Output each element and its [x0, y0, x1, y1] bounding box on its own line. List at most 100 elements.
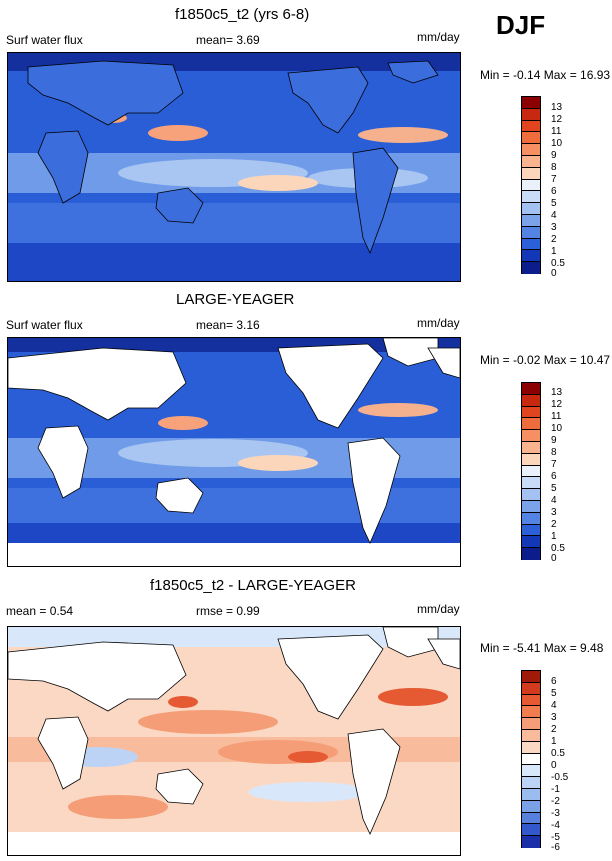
panel-1-color-swatch: [522, 262, 540, 274]
panel-2-color-swatch: [522, 512, 540, 525]
panel-2-colorbar-label: 6: [551, 471, 557, 482]
panel-1-colorbar: [521, 96, 541, 274]
panel-1-colorbar-label: 5: [551, 198, 557, 209]
panel-1-colorbar-label: 0.5: [551, 258, 565, 269]
panel-2-color-swatch: [522, 489, 540, 501]
panel-1-colorbar-label: 13: [551, 102, 563, 113]
panel-3-color-swatch: [522, 694, 540, 707]
panel-1-colorbar-label: 12: [551, 114, 563, 125]
panel-1-variable-label: Surf water flux: [6, 33, 83, 47]
panel-3-color-swatch: [522, 777, 540, 789]
panel-1-color-swatch: [522, 120, 540, 133]
panel-2-colorbar-label: 11: [551, 411, 562, 422]
panel-3-colorbar-label: -5: [551, 832, 560, 843]
panel-2-colorbar-label: 13: [551, 387, 563, 398]
panel-2-color-swatch: [522, 430, 540, 442]
panel-3-color-swatch: [522, 824, 540, 837]
panel-1-map: [7, 52, 461, 282]
panel-1-colorbar-label: 9: [551, 150, 557, 161]
panel-1-color-swatch: [522, 191, 540, 204]
panel-2-colorbar-label: 4: [551, 495, 557, 506]
panel-3-color-swatch: [522, 718, 540, 730]
panel-3-colorbar-label: -0.5: [551, 772, 569, 783]
panel-1-color-swatch: [522, 108, 540, 121]
panel-3-colorbar-label: -2: [551, 796, 560, 807]
panel-2-variable-label: Surf water flux: [6, 318, 83, 332]
panel-3-colorbar-label: -1: [551, 784, 560, 795]
panel-1-colorbar-label: 8: [551, 162, 557, 173]
panel-3-color-swatch: [522, 788, 540, 801]
panel-2-color-swatch: [522, 536, 540, 549]
panel-2-units: mm/day: [417, 316, 460, 330]
panel-2-color-swatch: [522, 548, 540, 560]
panel-3-colorbar-label: -3: [551, 808, 560, 819]
panel-3-units: mm/day: [417, 602, 460, 616]
panel-3-color-swatch: [522, 753, 540, 766]
panel-3-color-swatch: [522, 836, 540, 848]
panel-2-colorbar-label: 7: [551, 459, 557, 470]
panel-1-units: mm/day: [417, 30, 460, 44]
panel-1-mean: mean= 3.69: [196, 33, 260, 47]
panel-3-colorbar-label: 3: [551, 712, 557, 723]
panel-1-minmax: Min = -0.14 Max = 16.93: [480, 68, 611, 82]
panel-1-color-swatch: [522, 97, 540, 109]
panel-2-color-swatch: [522, 394, 540, 407]
panel-3-colorbar-label: 0.5: [551, 748, 565, 759]
panel-2-colorbar-label: 9: [551, 435, 557, 446]
panel-1-colorbar-label: 0: [551, 268, 557, 279]
panel-2-color-swatch: [522, 465, 540, 478]
panel-2-minmax: Min = -0.02 Max = 10.47: [480, 353, 611, 367]
panel-2-color-swatch: [522, 500, 540, 513]
panel-1-color-swatch: [522, 167, 540, 180]
panel-2-colorbar-label: 3: [551, 507, 557, 518]
panel-1-color-swatch: [522, 203, 540, 215]
panel-2-colorbar-label: 1: [551, 531, 557, 542]
panel-3-color-swatch: [522, 741, 540, 754]
panel-3-colorbar-label: 2: [551, 724, 557, 735]
panel-2-mean: mean= 3.16: [196, 318, 260, 332]
panel-1-color-swatch: [522, 132, 540, 145]
panel-2-color-swatch: [522, 441, 540, 454]
panel-3-color-swatch: [522, 812, 540, 825]
panel-1-colorbar-label: 11: [551, 126, 562, 137]
panel-1-color-swatch: [522, 179, 540, 192]
panel-2-color-swatch: [522, 453, 540, 466]
panel-2-colorbar-label: 8: [551, 447, 557, 458]
panel-3-map: [7, 626, 461, 856]
panel-3-colorbar-label: 4: [551, 700, 557, 711]
panel-2-colorbar-label: 0: [551, 553, 557, 564]
panel-1-colorbar-label: 4: [551, 210, 557, 221]
panel-3-colorbar: [521, 670, 541, 848]
panel-3-title: f1850c5_t2 - LARGE-YEAGER: [150, 577, 356, 594]
panel-1-color-swatch: [522, 250, 540, 263]
panel-3-colorbar-label: 6: [551, 676, 557, 687]
panel-2-colorbar-label: 10: [551, 423, 563, 434]
panel-1-colorbar-label: 3: [551, 222, 557, 233]
panel-3-color-swatch: [522, 671, 540, 683]
panel-2-title: LARGE-YEAGER: [176, 291, 295, 308]
panel-2-color-swatch: [522, 406, 540, 419]
panel-2-colorbar-label: 2: [551, 519, 557, 530]
panel-3-color-swatch: [522, 729, 540, 742]
panel-1-colorbar-label: 7: [551, 174, 557, 185]
panel-1-colorbar-label: 2: [551, 234, 557, 245]
panel-3-colorbar-label: 0: [551, 760, 557, 771]
panel-2-color-swatch: [522, 524, 540, 537]
panel-1-colorbar-label: 10: [551, 138, 563, 149]
panel-1-color-swatch: [522, 214, 540, 227]
panel-3-colorbar-label: -4: [551, 820, 560, 831]
panel-1-color-swatch: [522, 226, 540, 239]
panel-2-color-swatch: [522, 383, 540, 395]
panel-2-map: [7, 337, 461, 567]
panel-2-colorbar: [521, 382, 541, 560]
panel-1-colorbar-label: 6: [551, 186, 557, 197]
panel-1-color-swatch: [522, 238, 540, 251]
panel-2-color-swatch: [522, 418, 540, 431]
season-label: DJF: [496, 10, 546, 40]
panel-3-color-swatch: [522, 682, 540, 695]
panel-3-color-swatch: [522, 765, 540, 778]
panel-1-color-swatch: [522, 144, 540, 156]
panel-1-color-swatch: [522, 155, 540, 168]
panel-1-colorbar-label: 1: [551, 246, 557, 257]
panel-3-colorbar-label: 1: [551, 736, 557, 747]
